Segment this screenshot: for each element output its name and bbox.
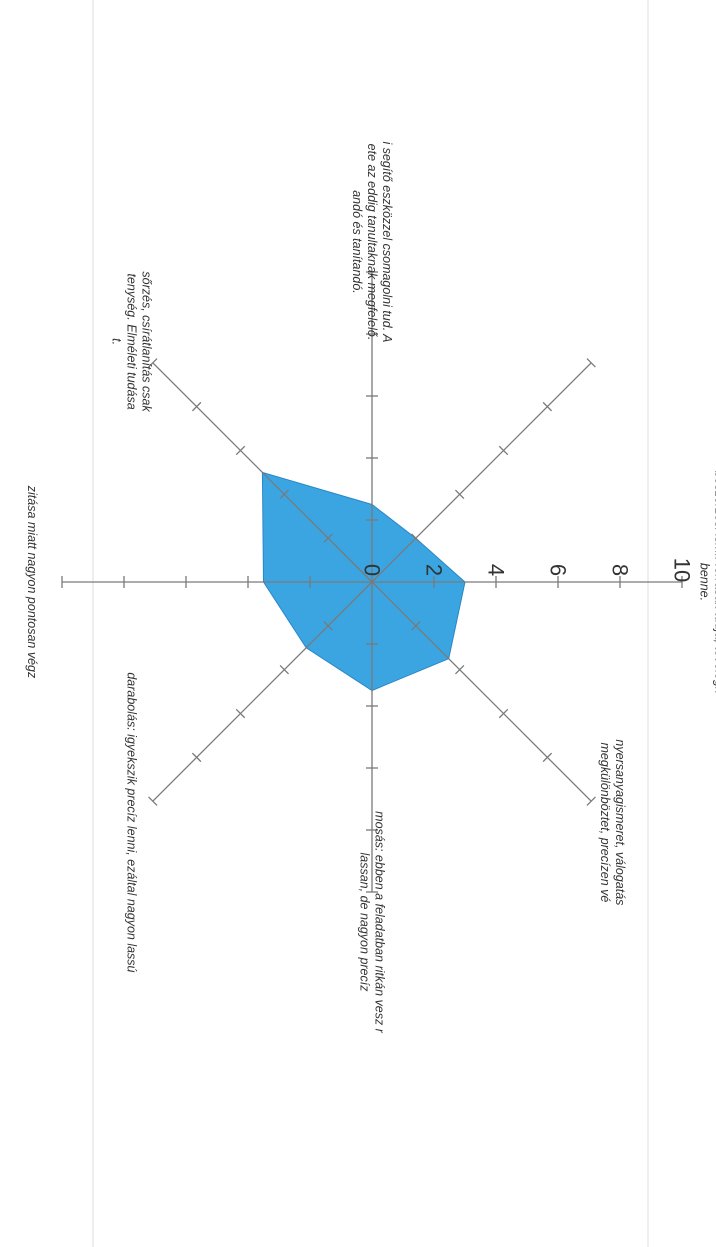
- category-label-2: mosás: ebben a feladatban ritkán vesz rl…: [358, 811, 387, 1033]
- category-label-6-line-2: andó és tanítandó.: [350, 190, 364, 294]
- category-label-6-line-1: ete az eddig tanultaknak megfelelő.: [365, 144, 379, 341]
- axis-tick-3-1: [323, 621, 333, 631]
- tick-label-2: 2: [422, 564, 447, 576]
- axis-tick-3-3: [235, 708, 246, 719]
- axis-tick-1-5: [586, 796, 596, 806]
- category-label-0: beszerzési ism.: forrásait tudja, tevőle…: [698, 471, 716, 694]
- category-label-0-line-0: beszerzési ism.: forrásait tudja, tevőle…: [713, 471, 716, 694]
- tick-label-0: 0: [360, 564, 385, 576]
- category-label-1: nyersanyagismeret, válogatásmegkülönbözt…: [598, 739, 627, 905]
- axis-tick-5-2: [279, 489, 290, 500]
- axis-tick-7-5: [586, 358, 596, 368]
- category-label-0-line-1: benne.: [698, 563, 712, 601]
- axis-tick-5-1: [323, 533, 333, 543]
- category-label-6: i segítő eszközzel csomagolni tud. Aete …: [350, 141, 394, 342]
- axis-tick-5-5: [148, 358, 158, 368]
- axis-tick-3-5: [148, 796, 158, 806]
- category-label-6-line-0: i segítő eszközzel csomagolni tud. A: [380, 141, 394, 342]
- axis-tick-1-4: [542, 752, 553, 763]
- category-label-2-line-0: mosás: ebben a feladatban ritkán vesz r: [373, 811, 387, 1033]
- category-label-1-line-0: nyersanyagismeret, válogatás: [613, 739, 627, 905]
- tick-label-10: 10: [670, 558, 695, 582]
- tick-label-6: 6: [546, 564, 571, 576]
- axis-tick-3-4: [191, 752, 202, 763]
- category-label-5-line-2: t.: [110, 338, 124, 345]
- category-label-2-line-1: lassan, de nagyon precíz: [358, 853, 372, 993]
- axis-tick-5-3: [235, 445, 246, 456]
- radar-axis-5: [152, 362, 373, 583]
- axis-tick-1-1: [411, 621, 421, 631]
- radar-axes-over: [61, 271, 683, 893]
- category-label-5-line-1: tenység. Elméleti tudása: [125, 273, 139, 409]
- axis-tick-7-4: [542, 401, 553, 412]
- radar-axis-7: [371, 362, 592, 583]
- radar-axis-1: [371, 581, 592, 802]
- axis-tick-1-3: [498, 708, 509, 719]
- tick-labels: 0 2 4 6 8 10: [360, 558, 695, 582]
- category-label-5-line-0: sőrzés, csírátlanítás csak: [140, 271, 154, 412]
- axis-tick-5-4: [191, 401, 202, 412]
- category-label-3: darabolás: igyekszik precíz lenni, ezált…: [125, 672, 139, 972]
- category-labels: beszerzési ism.: forrásait tudja, tevőle…: [25, 141, 716, 1033]
- category-label-1-line-1: megkülönböztet, precízen vé: [598, 743, 612, 903]
- category-label-4: zitása miatt nagyon pontosan végz: [25, 485, 39, 679]
- axis-tick-7-3: [498, 445, 509, 456]
- tick-label-4: 4: [484, 564, 509, 576]
- radar-axis-3: [152, 581, 373, 802]
- category-label-3-line-0: darabolás: igyekszik precíz lenni, ezált…: [125, 672, 139, 972]
- tick-label-8: 8: [608, 564, 633, 576]
- axis-tick-3-2: [279, 664, 290, 675]
- axis-tick-7-2: [454, 489, 465, 500]
- category-label-4-line-0: zitása miatt nagyon pontosan végz: [25, 485, 39, 679]
- axis-tick-7-1: [411, 533, 421, 543]
- axis-tick-1-2: [454, 664, 465, 675]
